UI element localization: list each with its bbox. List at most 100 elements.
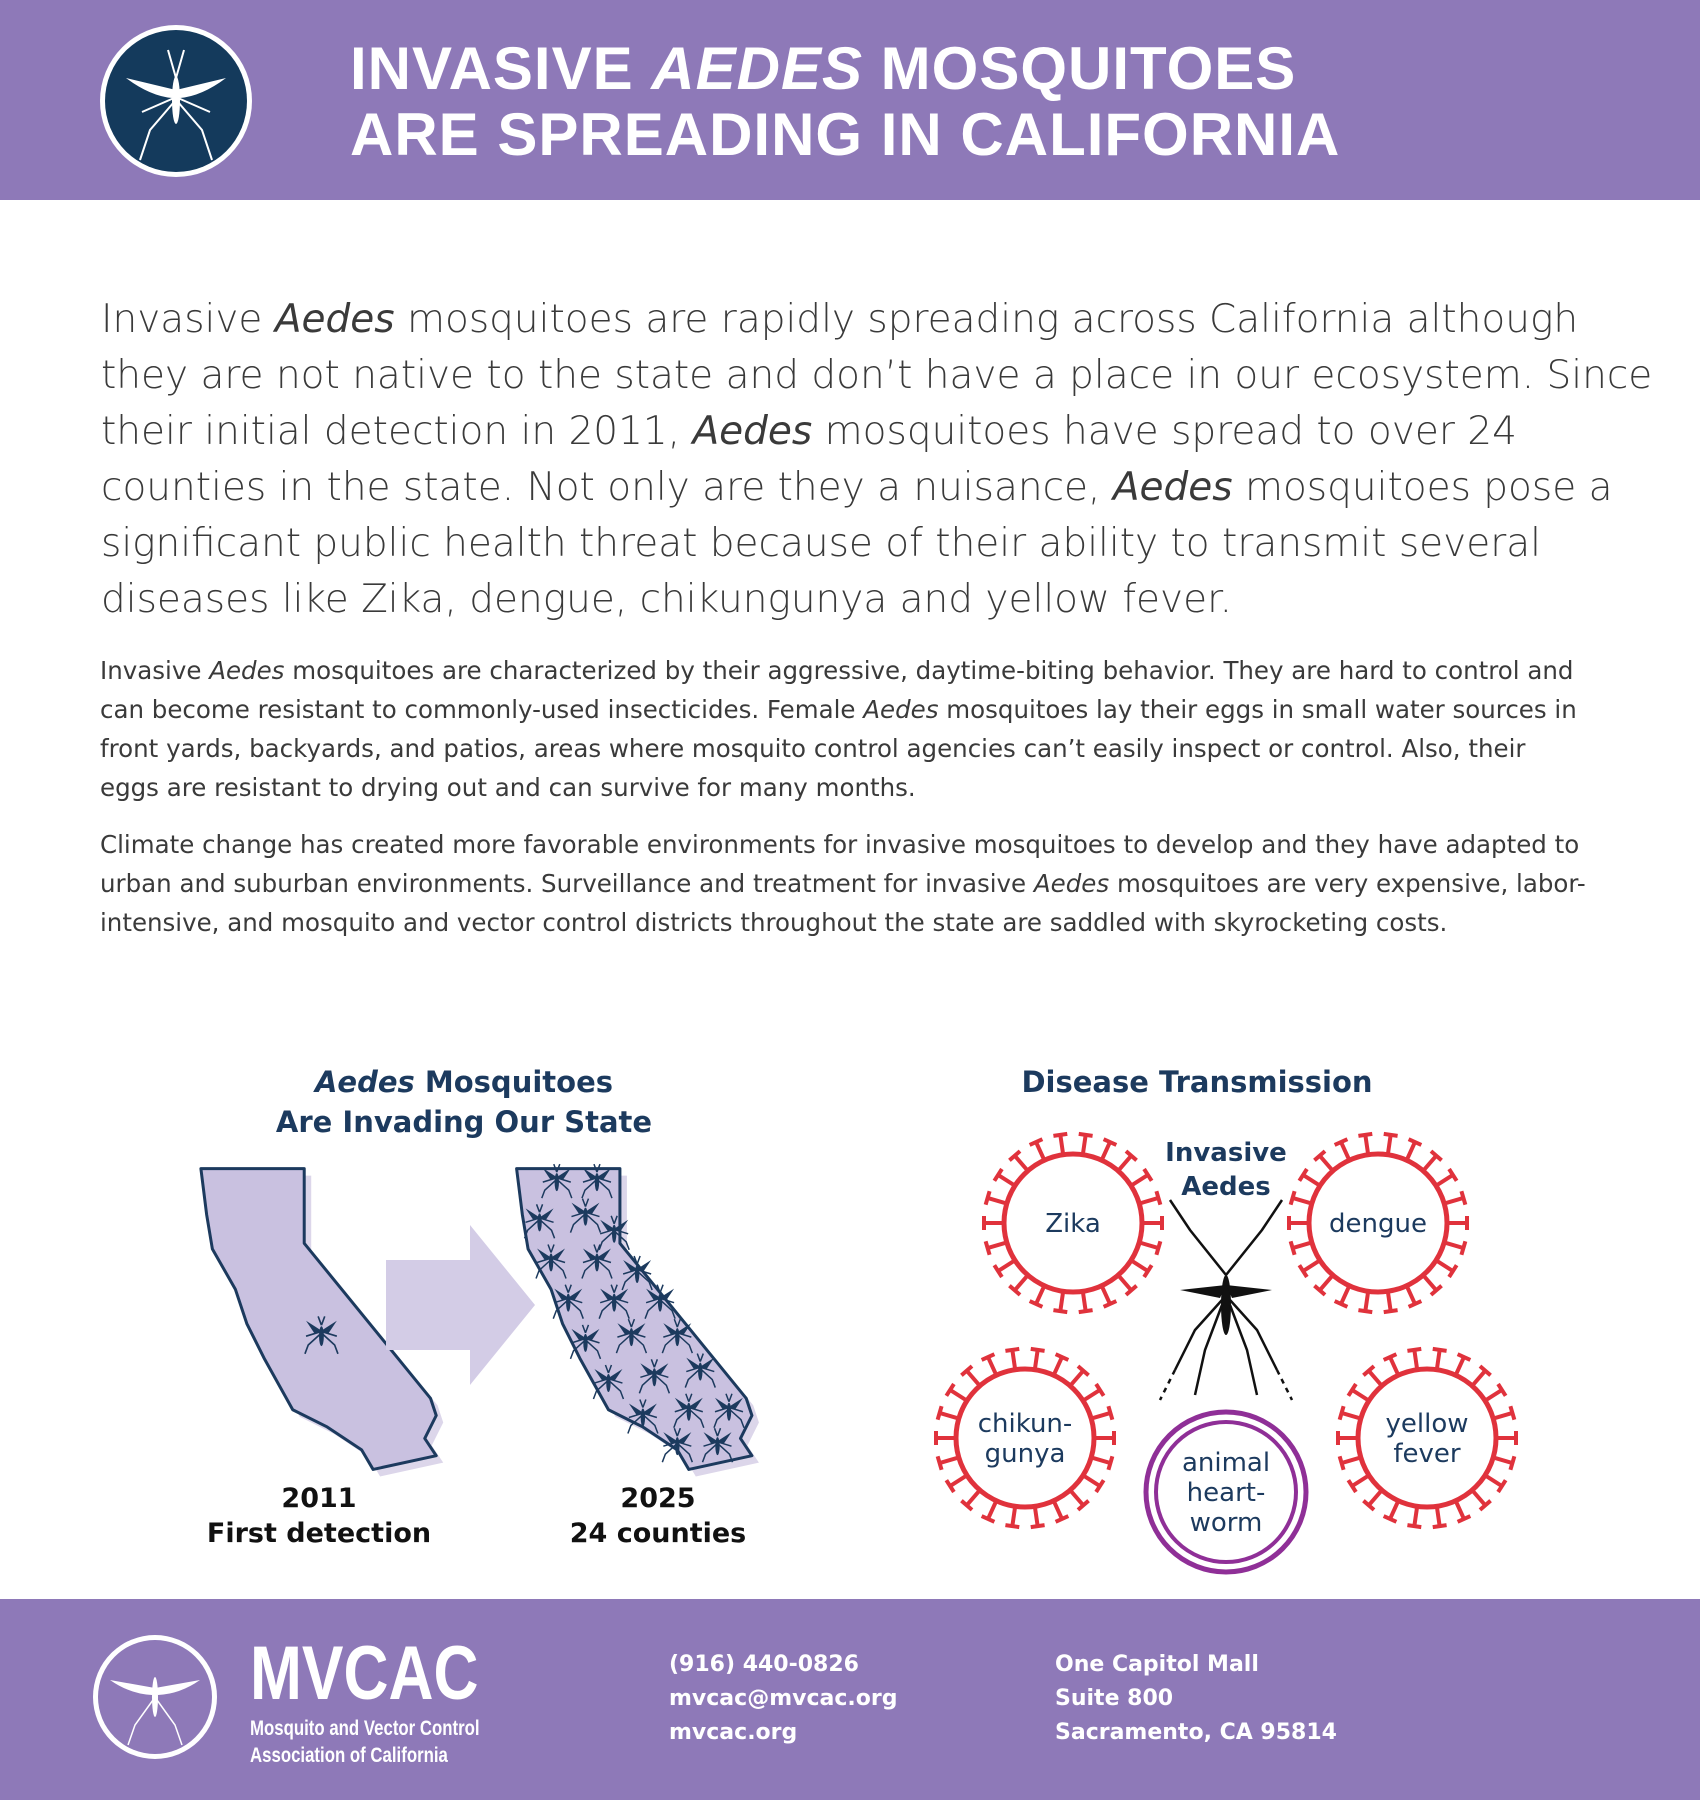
virus-spike: [986, 1499, 999, 1520]
text: mosquitoes are very expensive, labor-int…: [100, 869, 1586, 937]
virus-spike-cap: [1053, 1308, 1068, 1315]
virus-spike-cap: [1094, 1479, 1106, 1494]
virus-spike: [1081, 1473, 1101, 1488]
website: mvcac.org: [669, 1720, 798, 1745]
virus-spike: [1116, 1154, 1133, 1173]
virus-spike-cap: [1382, 1514, 1398, 1524]
text: Climate change has created more favorabl…: [100, 830, 1580, 898]
virus-spike-cap: [1337, 1405, 1346, 1421]
virus-spike: [1010, 1506, 1018, 1527]
virus-spike-cap: [992, 1167, 1004, 1182]
disease-label: worm: [1190, 1508, 1263, 1538]
text: Suite 800: [1055, 1686, 1174, 1711]
text-italic: Aedes: [863, 695, 939, 724]
virus-spike: [1010, 1349, 1018, 1370]
virus-spike-cap: [1429, 1149, 1443, 1162]
virus-spike: [1034, 1284, 1047, 1305]
virus-spike-cap: [1054, 1514, 1070, 1524]
virus-spike-cap: [1346, 1382, 1358, 1397]
virus-spike-cap: [1005, 1346, 1020, 1353]
header-logo: [100, 25, 252, 177]
text-italic: Aedes: [209, 656, 285, 685]
virus-spike: [1339, 1284, 1352, 1305]
virus-spike-cap: [1053, 1131, 1068, 1138]
text: One Capitol Mall: [1055, 1652, 1259, 1677]
virus-spike: [1492, 1455, 1513, 1465]
virus-spike: [986, 1356, 999, 1377]
virus-spike-cap: [1383, 1308, 1398, 1315]
virus-spike-cap: [1429, 1284, 1443, 1297]
year: 2011: [281, 1483, 357, 1514]
virus-body: [1143, 1409, 1309, 1575]
text: Sacramento, CA 95814: [1055, 1720, 1337, 1745]
virus-spike: [1388, 1356, 1401, 1377]
virus-spike: [1434, 1349, 1442, 1370]
virus-spike: [1421, 1273, 1438, 1292]
disease-label: chikun-: [978, 1409, 1073, 1439]
text: Mosquitoes: [414, 1065, 613, 1099]
virus-spike: [1129, 1258, 1149, 1273]
virus-spike-cap: [1076, 1499, 1090, 1512]
virus-spike: [1292, 1240, 1313, 1250]
virus-spike: [1068, 1369, 1085, 1388]
virus-spike: [1081, 1388, 1101, 1403]
virus-spike-cap: [1358, 1131, 1373, 1138]
virus-spike-cap: [1447, 1264, 1459, 1279]
virus-spike: [987, 1196, 1008, 1206]
virus-spike-cap: [1078, 1131, 1093, 1138]
virus-spike: [987, 1240, 1008, 1250]
virus-spike: [1138, 1196, 1159, 1206]
title-text: MOSQUITOES: [863, 35, 1297, 102]
virus-spike-cap: [1432, 1346, 1447, 1353]
virus-spike-cap: [1382, 1352, 1398, 1362]
virus-spike-cap: [983, 1240, 992, 1256]
virus-spike-cap: [1313, 1149, 1327, 1162]
center-label: Invasive Aedes: [1126, 1136, 1326, 1204]
virus-spike: [1483, 1388, 1503, 1403]
virus-spike: [1318, 1273, 1335, 1292]
virus-spike: [1068, 1488, 1085, 1507]
virus-spike-cap: [1346, 1479, 1358, 1494]
virus-spike-cap: [1030, 1346, 1045, 1353]
virus-spike: [1058, 1134, 1066, 1155]
virus-spike-cap: [935, 1455, 944, 1471]
virus-spike: [1363, 1134, 1371, 1155]
virus-spike: [939, 1411, 960, 1421]
org-long: Mosquito and Vector Control Association o…: [250, 1715, 480, 1769]
virus-spike-cap: [944, 1382, 956, 1397]
virus-spike: [1470, 1369, 1487, 1388]
virus-spike: [1351, 1388, 1371, 1403]
footer-logo: [93, 1635, 217, 1759]
virus-spike-cap: [1383, 1131, 1398, 1138]
virus-spike: [1058, 1291, 1066, 1312]
virus-spike: [1388, 1499, 1401, 1520]
virus-spike-cap: [1407, 1137, 1423, 1147]
virus-spike-cap: [1005, 1523, 1020, 1530]
text-italic: Aedes: [274, 297, 395, 342]
virus-spike-cap: [1054, 1352, 1070, 1362]
text: Invasive: [1165, 1138, 1287, 1168]
text-italic: Aedes: [692, 409, 813, 454]
text: mosquitoes pose a significant public hea…: [101, 465, 1613, 622]
text: Are Invading Our State: [275, 1105, 653, 1139]
text: Association of California: [250, 1744, 448, 1767]
virus-spike-cap: [1447, 1167, 1459, 1182]
virus-spike-cap: [1106, 1455, 1115, 1471]
virus-spike: [1090, 1411, 1111, 1421]
text: mosquitoes have spread to over 24 counti…: [101, 409, 1517, 510]
virus-spike: [1341, 1411, 1362, 1421]
paragraph: Invasive Aedes mosquitoes are characteri…: [100, 651, 1590, 807]
paragraph: Climate change has created more favorabl…: [100, 825, 1590, 942]
text: mosquitoes are characterized by their ag…: [100, 656, 1574, 724]
virus-spike: [1492, 1411, 1513, 1421]
virus-spike-cap: [1333, 1137, 1349, 1147]
virus-spike: [1453, 1499, 1466, 1520]
virus-spike: [1443, 1240, 1464, 1250]
virus-spike: [1351, 1473, 1371, 1488]
virus-spike-cap: [1407, 1299, 1423, 1309]
label: 24 counties: [569, 1518, 747, 1549]
disease-label: animal: [1182, 1448, 1270, 1478]
virus-spike-cap: [1358, 1308, 1373, 1315]
virus-spike: [965, 1369, 982, 1388]
